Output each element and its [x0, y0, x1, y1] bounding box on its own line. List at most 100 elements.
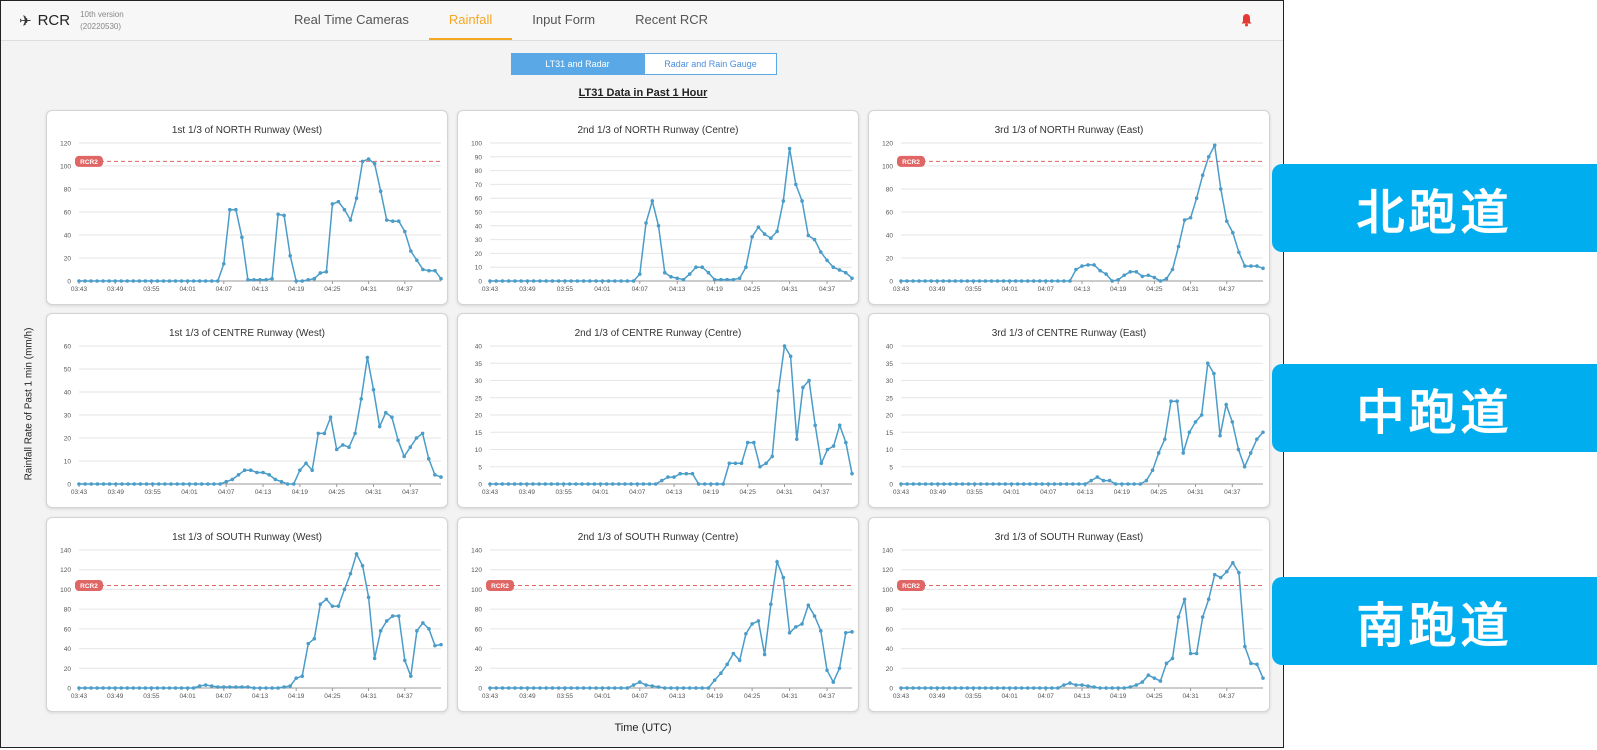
data-point	[1230, 420, 1235, 424]
data-point	[1243, 264, 1247, 268]
data-point	[1248, 451, 1253, 455]
data-point	[631, 683, 636, 687]
chart-panel: 2nd 1/3 of NORTH Runway (Centre) 0 10 20 30 4…	[457, 110, 859, 305]
notification-bell-icon[interactable]	[1240, 13, 1253, 30]
x-tick-label: 04:07	[629, 489, 646, 496]
data-point	[191, 686, 196, 690]
chart-title: 3rd 1/3 of NORTH Runway (East)	[994, 125, 1144, 136]
data-point	[675, 686, 680, 690]
data-point	[850, 471, 854, 476]
y-tick-label: 0	[889, 279, 893, 286]
data-point	[681, 686, 686, 690]
data-point	[631, 279, 636, 283]
data-point	[544, 279, 548, 283]
data-point	[95, 686, 99, 690]
x-tick-label: 03:43	[893, 286, 910, 293]
data-point	[911, 686, 915, 690]
data-point	[282, 213, 286, 218]
y-tick-label: 15	[886, 430, 894, 437]
chart-title: 3rd 1/3 of CENTRE Runway (East)	[991, 328, 1147, 339]
nav-tab-rainfall[interactable]: Rainfall	[428, 1, 513, 40]
toggle-radar-rain-gauge[interactable]: Radar and Rain Gauge	[644, 53, 777, 75]
data-point	[776, 389, 781, 393]
x-tick-label: 04:19	[703, 489, 720, 496]
data-point	[807, 378, 811, 383]
x-tick-label: 04:01	[594, 693, 611, 700]
data-point	[954, 482, 959, 486]
data-point	[222, 685, 226, 689]
data-point	[1144, 478, 1149, 483]
x-tick-label: 03:43	[893, 693, 910, 700]
data-point	[844, 440, 848, 445]
data-point	[739, 461, 744, 466]
data-point	[1182, 218, 1187, 222]
data-point	[336, 199, 341, 204]
data-point	[179, 686, 184, 690]
y-tick-label: 50	[64, 367, 72, 374]
y-tick-label: 40	[64, 646, 72, 653]
x-tick-label: 04:01	[179, 286, 196, 293]
data-point	[1176, 244, 1181, 249]
x-tick-label: 03:49	[519, 693, 536, 700]
data-point	[775, 229, 779, 234]
data-point	[439, 276, 443, 281]
data-point	[1037, 279, 1042, 283]
data-point	[1074, 683, 1078, 687]
nav-tab-recent-rcr[interactable]: Recent RCR	[635, 12, 709, 27]
data-point	[131, 686, 136, 690]
x-tick-label: 04:37	[397, 693, 414, 700]
x-tick-label: 04:07	[632, 286, 649, 293]
data-point	[702, 482, 707, 486]
series-line	[79, 357, 442, 485]
data-point	[953, 279, 958, 283]
data-point	[923, 686, 927, 690]
data-point	[971, 279, 976, 283]
data-point	[737, 658, 742, 663]
brand[interactable]: ✈ RCR 10th version (20220530)	[19, 1, 124, 40]
data-point	[494, 482, 498, 486]
data-point	[1064, 482, 1069, 486]
x-tick-label: 04:19	[292, 489, 309, 496]
data-point	[1206, 597, 1211, 602]
data-point	[318, 271, 323, 275]
data-point	[681, 277, 686, 282]
data-point	[1037, 686, 1042, 690]
y-tick-label: 140	[882, 548, 893, 555]
data-point	[769, 236, 773, 241]
data-point	[149, 686, 154, 690]
data-point	[983, 279, 988, 283]
data-point	[556, 279, 561, 283]
data-point	[942, 482, 946, 486]
data-point	[905, 686, 909, 690]
data-point	[137, 279, 142, 283]
x-tick-label: 04:13	[669, 286, 686, 293]
line-chart: 0 10 20 30 40 50 60 70 80 90 100 03:43 03:49 03:55 04:…	[471, 141, 854, 293]
y-tick-label: 20	[64, 436, 72, 443]
y-axis-label: Rainfall Rate of Past 1 min (mm/h)	[23, 327, 35, 481]
data-point	[727, 461, 732, 466]
data-point	[935, 686, 939, 690]
data-point	[1146, 673, 1151, 677]
data-point	[199, 482, 204, 486]
y-tick-label: 25	[886, 395, 894, 402]
x-tick-label: 04:01	[181, 489, 198, 496]
data-point	[629, 482, 633, 486]
data-point	[1199, 413, 1204, 417]
data-point	[525, 279, 530, 283]
toggle-lt31-radar[interactable]: LT31 and Radar	[511, 53, 644, 75]
data-point	[396, 438, 400, 443]
app-window: ✈ RCR 10th version (20220530) Real Time …	[0, 0, 1284, 748]
data-point	[224, 479, 229, 484]
data-point	[604, 482, 609, 486]
data-point	[500, 279, 505, 283]
data-point	[613, 686, 617, 690]
data-point	[812, 614, 817, 618]
x-tick-label: 04:19	[1114, 489, 1131, 496]
data-point	[941, 686, 946, 690]
y-tick-label: 140	[471, 548, 482, 555]
nav-tab-input-form[interactable]: Input Form	[532, 12, 596, 27]
data-point	[215, 685, 220, 689]
data-point	[1249, 661, 1253, 666]
nav-tab-real-time-cameras[interactable]: Real Time Cameras	[294, 12, 409, 27]
data-point	[1128, 685, 1133, 689]
